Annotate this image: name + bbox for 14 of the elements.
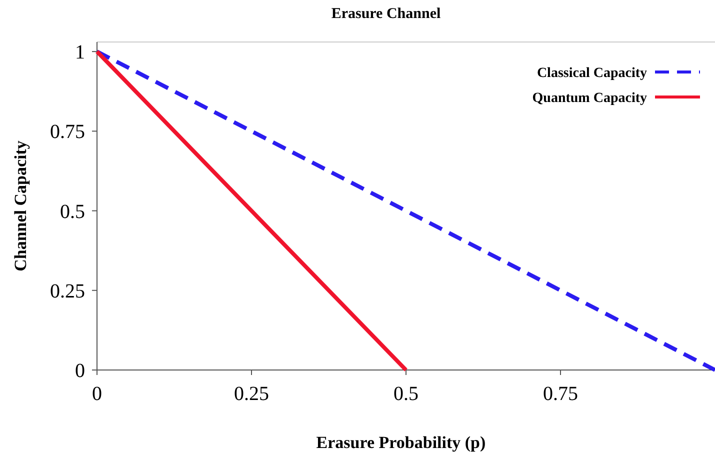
x-axis-title: Erasure Probability (p) — [316, 433, 486, 452]
y-tick-label: 1 — [75, 42, 85, 64]
y-tick-label: 0 — [75, 360, 85, 382]
legend-label: Classical Capacity — [536, 66, 647, 81]
y-axis-title: Channel Capacity — [11, 140, 30, 272]
x-tick-label: 0.25 — [234, 383, 269, 405]
chart-title: Erasure Channel — [331, 6, 441, 22]
x-tick-label: 0.75 — [543, 383, 578, 405]
y-tick-label: 0.5 — [60, 200, 85, 223]
y-tick-label: 0.25 — [50, 280, 85, 302]
x-tick-label: 0 — [92, 383, 102, 405]
legend-label: Quantum Capacity — [532, 91, 647, 106]
y-tick-label: 0.75 — [50, 121, 85, 144]
x-tick-label: 0.5 — [394, 383, 418, 405]
